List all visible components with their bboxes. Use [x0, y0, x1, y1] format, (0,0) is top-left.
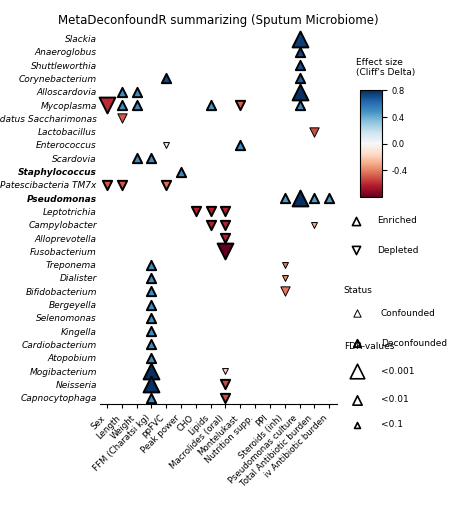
Point — [163, 141, 170, 149]
Point — [192, 207, 200, 216]
Point — [222, 247, 229, 256]
Point — [281, 194, 289, 203]
Point — [163, 74, 170, 83]
Point — [147, 354, 155, 362]
Point — [296, 74, 303, 83]
Text: Confounded: Confounded — [381, 309, 436, 318]
Point — [281, 287, 289, 296]
Point — [133, 154, 140, 163]
Text: Enriched: Enriched — [377, 217, 417, 225]
Point — [222, 380, 229, 388]
Point — [147, 274, 155, 282]
Point — [207, 101, 214, 110]
Point — [147, 154, 155, 163]
Text: <0.01: <0.01 — [381, 395, 409, 404]
Point — [222, 221, 229, 229]
Point — [222, 367, 229, 376]
Point — [296, 35, 303, 43]
Point — [147, 380, 155, 388]
Text: Status: Status — [344, 286, 373, 295]
Point — [118, 181, 126, 189]
Point — [296, 61, 303, 70]
Point — [118, 101, 126, 110]
Point — [207, 207, 214, 216]
Point — [310, 128, 318, 136]
Point — [147, 301, 155, 309]
Point — [237, 101, 244, 110]
Point — [118, 114, 126, 123]
Point — [147, 314, 155, 322]
Point — [296, 101, 303, 110]
Text: Depleted: Depleted — [377, 246, 419, 254]
Point — [147, 394, 155, 402]
Point — [163, 181, 170, 189]
Point — [118, 88, 126, 96]
Point — [281, 274, 289, 282]
Point — [222, 207, 229, 216]
Point — [147, 367, 155, 376]
Point — [147, 340, 155, 349]
Text: Deconfounded: Deconfounded — [381, 339, 447, 348]
Point — [177, 168, 185, 176]
Point — [222, 394, 229, 402]
Point — [133, 88, 140, 96]
Point — [103, 101, 111, 110]
Text: <0.001: <0.001 — [381, 367, 414, 376]
Point — [325, 194, 333, 203]
Title: MetaDeconfoundR summarizing (Sputum Microbiome): MetaDeconfoundR summarizing (Sputum Micr… — [58, 14, 378, 27]
Point — [310, 221, 318, 229]
Point — [296, 194, 303, 203]
Point — [237, 141, 244, 149]
Text: <0.1: <0.1 — [381, 420, 403, 429]
Text: Effect size
(Cliff's Delta): Effect size (Cliff's Delta) — [356, 58, 415, 77]
Point — [103, 181, 111, 189]
Point — [281, 261, 289, 269]
Point — [296, 48, 303, 56]
Point — [222, 234, 229, 243]
Point — [147, 327, 155, 336]
Point — [133, 101, 140, 110]
Point — [207, 221, 214, 229]
Point — [147, 261, 155, 269]
Text: FDR-values: FDR-values — [344, 343, 394, 352]
Point — [147, 287, 155, 296]
Point — [310, 194, 318, 203]
Point — [296, 88, 303, 96]
